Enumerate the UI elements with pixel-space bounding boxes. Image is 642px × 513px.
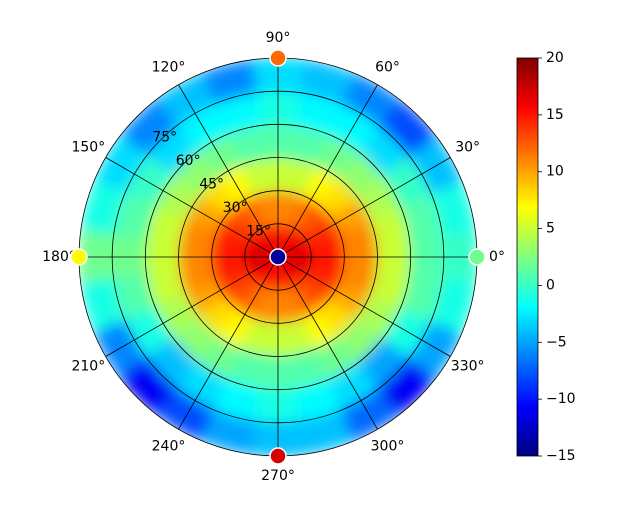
radial-tick-label: 15°	[246, 224, 271, 240]
radial-tick-label: 45°	[199, 177, 224, 193]
colorbar-gradient	[516, 57, 539, 457]
angular-grid-line	[277, 84, 378, 258]
colorbar-tick-label: 5	[546, 221, 555, 237]
radial-tick-label: 30°	[223, 200, 248, 216]
colorbar-tick-label: −5	[546, 334, 567, 350]
angular-tick-label: 150°	[71, 140, 105, 156]
colorbar-tick-label: 20	[546, 50, 564, 66]
marker	[70, 248, 88, 266]
angular-tick-label: 270°	[261, 468, 295, 484]
colorbar-tick-label: 15	[546, 107, 564, 123]
colorbar-tick-label: −10	[546, 391, 576, 407]
angular-grid-line	[178, 84, 279, 258]
colorbar-tick-label: 0	[546, 277, 555, 293]
angular-grid-line	[178, 256, 279, 430]
colorbar-tick-label: −15	[546, 448, 576, 464]
colorbar-tick-label: 10	[546, 164, 564, 180]
radial-tick-label: 60°	[176, 153, 201, 169]
radial-tick-label: 75°	[152, 130, 177, 146]
marker	[269, 447, 287, 465]
angular-tick-label: 0°	[489, 249, 505, 265]
grid	[78, 57, 478, 457]
angular-tick-label: 90°	[266, 30, 291, 46]
marker	[269, 248, 287, 266]
angular-tick-label: 60°	[375, 59, 400, 75]
angular-grid-line	[105, 157, 279, 258]
angular-grid-line	[105, 256, 279, 357]
marker	[269, 49, 287, 67]
angular-grid-line	[277, 157, 451, 258]
angular-tick-label: 240°	[152, 439, 186, 455]
angular-grid-line	[277, 256, 451, 357]
marker	[468, 248, 486, 266]
angular-tick-label: 180°	[42, 249, 76, 265]
labels: 0° 30° 60° 90° 120° 150° 180° 210° 240° 270° 300° 3…	[42, 30, 505, 484]
angular-tick-label: 210°	[71, 359, 105, 375]
markers	[70, 49, 486, 465]
angular-grid-line	[277, 256, 378, 430]
angular-tick-label: 300°	[371, 439, 405, 455]
angular-tick-label: 330°	[451, 359, 485, 375]
angular-tick-label: 120°	[152, 59, 186, 75]
colorbar: −15 −10 −5 0 5 10 15 20	[516, 50, 576, 464]
angular-tick-label: 30°	[455, 140, 480, 156]
